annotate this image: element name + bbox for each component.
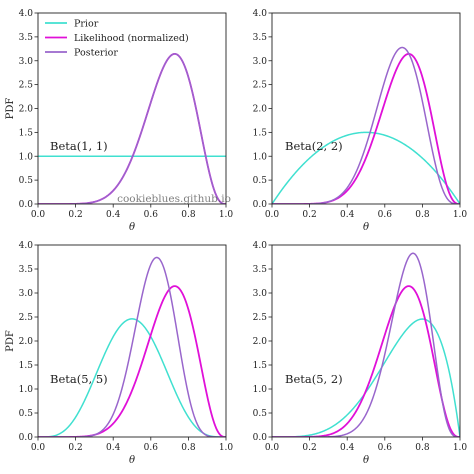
x-tick-label: 0.0	[31, 210, 46, 220]
y-tick-label: 1.0	[19, 152, 34, 162]
x-tick-label: 1.0	[219, 210, 234, 220]
x-tick-label: 0.6	[144, 443, 159, 453]
curves	[272, 46, 460, 204]
prior-annotation: Beta(5, 2)	[285, 372, 343, 386]
y-tick-label: 0.5	[253, 176, 268, 186]
x-tick-label: 0.8	[181, 443, 196, 453]
x-tick-label: 0.4	[340, 210, 355, 220]
y-tick-label: 4.0	[19, 9, 34, 19]
x-tick-label: 0.6	[144, 210, 159, 220]
y-tick-label: 2.0	[19, 105, 34, 115]
y-tick-label: 1.5	[19, 128, 34, 138]
y-tick-label: 3.5	[19, 33, 34, 43]
legend: Prior Likelihood (normalized) Posterior	[45, 19, 189, 59]
y-tick-label: 3.5	[19, 265, 34, 275]
prior-annotation: Beta(5, 5)	[50, 372, 108, 386]
x-tick-label: 0.0	[265, 210, 280, 220]
likelihood-curve	[38, 53, 226, 204]
y-axis-label: PDF	[5, 330, 16, 352]
y-axis-label: PDF	[5, 98, 16, 120]
subplot-2: 0.0 0.2 0.4 0.6 0.8 1.0 0.0 0.5 1.0 1.5 2.0 2.5 3.0 3…	[253, 9, 468, 233]
subplot-4: 0.0 0.2 0.4 0.6 0.8 1.0 0.0 0.5 1.0 1.5 2.0 2.5 3.0 3…	[253, 241, 468, 466]
posterior-curve	[272, 46, 460, 204]
x-tick-label: 0.6	[378, 210, 393, 220]
y-tick-label: 4.0	[253, 241, 268, 251]
y-tick-label: 3.5	[253, 33, 268, 43]
y-tick-label: 2.5	[19, 313, 34, 323]
legend-label: Likelihood (normalized)	[74, 33, 189, 44]
y-tick-label: 0.5	[19, 409, 34, 419]
x-tick-label: 1.0	[453, 443, 468, 453]
x-tick-label: 0.6	[378, 443, 393, 453]
prior-curve	[272, 131, 460, 204]
watermark: cookieblues.github.io	[117, 193, 231, 205]
posterior-curve	[272, 252, 460, 437]
x-tick-label: 0.8	[415, 443, 430, 453]
likelihood-curve	[272, 53, 460, 204]
x-tick-label: 0.2	[68, 443, 82, 453]
x-tick-label: 0.2	[302, 210, 316, 220]
y-tick-label: 1.0	[19, 385, 34, 395]
curves	[38, 256, 226, 437]
y-tick-label: 3.0	[19, 289, 34, 299]
y-tick-label: 3.5	[253, 265, 268, 275]
y-tick-label: 1.5	[19, 361, 34, 371]
likelihood-curve	[38, 285, 226, 437]
x-tick-label: 0.4	[106, 210, 121, 220]
y-tick-label: 4.0	[19, 241, 34, 251]
y-tick-label: 3.0	[253, 289, 268, 299]
x-tick-label: 0.2	[302, 443, 316, 453]
x-tick-label: 0.0	[265, 443, 280, 453]
x-tick-label: 0.4	[106, 443, 121, 453]
legend-label: Posterior	[74, 48, 118, 59]
subplot-3: 0.0 0.2 0.4 0.6 0.8 1.0 0.0 0.5 1.0 1.5 2.0 2.5 3.0 3…	[5, 241, 233, 466]
y-tick-label: 1.5	[253, 361, 268, 371]
legend-label: Prior	[74, 19, 99, 30]
x-axis-label: θ	[363, 222, 369, 233]
y-tick-label: 2.5	[19, 81, 34, 91]
x-tick-label: 1.0	[219, 443, 234, 453]
y-tick-label: 4.0	[253, 9, 268, 19]
y-tick-label: 0.0	[19, 433, 34, 443]
y-tick-label: 2.5	[253, 313, 268, 323]
y-tick-label: 2.5	[253, 81, 268, 91]
y-tick-label: 1.5	[253, 128, 268, 138]
x-tick-label: 0.8	[181, 210, 196, 220]
y-tick-label: 0.5	[19, 176, 34, 186]
y-tick-label: 0.0	[253, 200, 268, 210]
y-tick-label: 0.0	[253, 433, 268, 443]
x-tick-label: 0.8	[415, 210, 430, 220]
prior-annotation: Beta(1, 1)	[50, 139, 108, 153]
posterior-curve	[38, 53, 226, 204]
y-tick-label: 2.0	[19, 337, 34, 347]
y-tick-label: 0.5	[253, 409, 268, 419]
x-axis-label: θ	[129, 222, 135, 233]
y-tick-label: 1.0	[253, 385, 268, 395]
subplot-1: 0.0 0.2 0.4 0.6 0.8 1.0 0.0 0.5 1.0 1.5 2.0 2.5 3.0 3…	[5, 9, 233, 233]
curves	[272, 252, 460, 437]
y-tick-label: 3.0	[19, 57, 34, 67]
x-axis-label: θ	[363, 455, 369, 466]
x-tick-label: 0.4	[340, 443, 355, 453]
y-tick-label: 2.0	[253, 105, 268, 115]
prior-annotation: Beta(2, 2)	[285, 139, 343, 153]
y-tick-label: 0.0	[19, 200, 34, 210]
y-tick-label: 1.0	[253, 152, 268, 162]
y-tick-label: 2.0	[253, 337, 268, 347]
axes-frame	[271, 12, 461, 205]
y-tick-label: 3.0	[253, 57, 268, 67]
x-tick-label: 0.2	[68, 210, 82, 220]
x-tick-label: 0.0	[31, 443, 46, 453]
x-tick-label: 1.0	[453, 210, 468, 220]
curves	[38, 53, 226, 204]
axes-frame	[271, 244, 461, 438]
x-axis-label: θ	[129, 455, 135, 466]
prior-curve	[38, 318, 226, 437]
